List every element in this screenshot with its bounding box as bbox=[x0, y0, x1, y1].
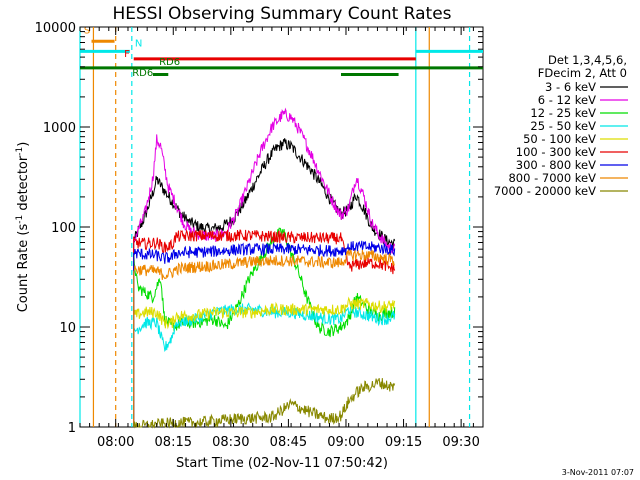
x-tick-label: 09:00 bbox=[327, 435, 364, 450]
axis-ticks: 08:00 08:15 08:30 08:45 09:00 09:15 09:30 1 10 10… bbox=[35, 21, 484, 450]
series-line bbox=[133, 249, 395, 427]
x-axis-label: Start Time (02-Nov-11 07:50:42) bbox=[176, 456, 388, 471]
x-tick-label: 08:45 bbox=[270, 435, 307, 450]
y-tick-label: 10 bbox=[59, 321, 76, 336]
y-tick-label: 10000 bbox=[35, 21, 76, 36]
flag-label: RD6 bbox=[159, 57, 180, 68]
series-lines bbox=[133, 107, 396, 429]
y-tick-label: 1000 bbox=[43, 121, 76, 136]
series-line bbox=[133, 107, 396, 427]
legend-item-label: 300 - 800 keV bbox=[516, 158, 596, 172]
legend-header: FDecim 2, Att 0 bbox=[538, 66, 627, 80]
flag-label: N bbox=[135, 38, 142, 49]
flag-label: S bbox=[84, 26, 90, 37]
x-tick-label: 09:15 bbox=[385, 435, 422, 450]
x-tick-label: 08:15 bbox=[155, 435, 192, 450]
chart-title: HESSI Observing Summary Count Rates bbox=[112, 4, 451, 24]
flag-label: RD6 bbox=[132, 68, 153, 79]
legend-item-label: 7000 - 20000 keV bbox=[494, 184, 596, 198]
legend-item-label: 3 - 6 keV bbox=[545, 80, 596, 94]
y-axis-label: Count Rate (s-1 detector-1) bbox=[15, 142, 31, 313]
legend: Det 1,3,4,5,6, FDecim 2, Att 0 3 - 6 keV… bbox=[494, 53, 628, 198]
series-line bbox=[133, 240, 396, 427]
legend-item-label: 800 - 7000 keV bbox=[508, 171, 596, 185]
legend-item-label: 12 - 25 keV bbox=[530, 106, 596, 120]
flag-label: F bbox=[124, 49, 130, 60]
series-line bbox=[133, 378, 396, 429]
series-line bbox=[133, 296, 396, 427]
legend-item-label: 25 - 50 keV bbox=[530, 119, 596, 133]
time-markers bbox=[79, 27, 471, 427]
footer-date: 3-Nov-2011 07:07 bbox=[562, 468, 634, 477]
x-tick-label: 08:00 bbox=[97, 435, 134, 450]
legend-header: Det 1,3,4,5,6, bbox=[548, 53, 627, 67]
series-line bbox=[133, 227, 396, 427]
y-tick-label: 1 bbox=[68, 421, 76, 436]
x-tick-label: 09:30 bbox=[442, 435, 479, 450]
x-tick-label: 08:30 bbox=[212, 435, 249, 450]
legend-item-label: 50 - 100 keV bbox=[523, 132, 596, 146]
series-line bbox=[133, 229, 396, 427]
y-tick-label: 100 bbox=[51, 221, 76, 236]
legend-item-label: 100 - 300 keV bbox=[516, 145, 596, 159]
legend-item-label: 6 - 12 keV bbox=[538, 93, 596, 107]
